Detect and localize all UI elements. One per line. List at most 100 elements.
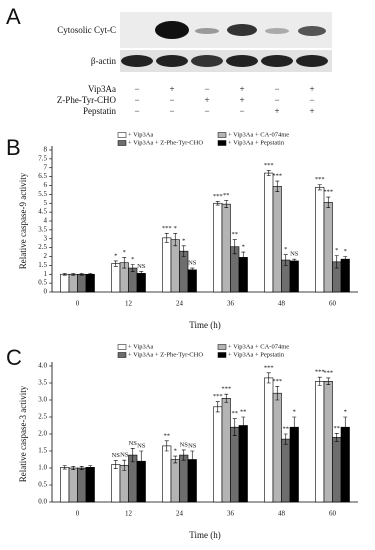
significance-label: NS: [188, 442, 197, 449]
x-tick-label: 24: [176, 510, 184, 518]
legend-label: + Vip3Aa + Z-Phe-Tyr-CHO: [128, 351, 203, 358]
error-bar: [164, 440, 169, 452]
y-tick-label: 0: [44, 288, 48, 296]
bar: [85, 273, 95, 293]
x-tick-label: 0: [76, 510, 80, 518]
legend-label: + Vip3Aa + Z-Phe-Tyr-CHO: [128, 139, 203, 146]
error-bar: [215, 201, 220, 206]
y-tick-label: 1: [44, 270, 48, 278]
bar: [221, 203, 231, 293]
y-tick-label: 4.0: [38, 362, 47, 370]
legend-swatch: [217, 132, 227, 138]
blot-band: [265, 28, 289, 34]
significance-label: ***: [213, 193, 223, 200]
y-tick-label: 3: [44, 234, 48, 242]
bar: [170, 239, 180, 293]
bar: [264, 377, 274, 503]
error-bar: [62, 273, 67, 276]
bar: [85, 467, 95, 503]
significance-label: ***: [272, 378, 282, 385]
y-tick-label: 6: [44, 181, 48, 189]
treatment-sign: −: [134, 95, 139, 105]
bar: [170, 459, 180, 503]
y-tick-label: 3.0: [38, 396, 47, 404]
x-tick-label: 48: [278, 300, 286, 308]
significance-label: *: [174, 448, 177, 455]
panel-letter: A: [6, 4, 21, 29]
y-tick-label: 7.5: [38, 154, 47, 162]
legend-swatch: [117, 132, 127, 138]
y-tick-label: 2: [44, 252, 48, 260]
legend-label: + Vip3Aa + CA-074me: [228, 131, 289, 138]
y-tick-label: 5.5: [38, 190, 47, 198]
blot-band: [227, 24, 257, 36]
bar: [187, 269, 197, 293]
significance-label: ***: [323, 369, 333, 376]
error-bar: [122, 459, 127, 471]
y-tick-label: 2.5: [38, 243, 47, 251]
error-bar: [173, 455, 178, 464]
error-bar: [317, 376, 322, 386]
bar: [238, 425, 248, 503]
bar: [340, 426, 350, 503]
x-tick-label: 12: [125, 510, 133, 518]
bar: [111, 464, 121, 503]
error-bar: [283, 254, 288, 266]
x-axis-label: Time (h): [189, 320, 220, 330]
error-bar: [139, 271, 144, 276]
significance-label: ***: [264, 364, 274, 371]
significance-label: NS: [180, 441, 189, 448]
significance-label: NS: [290, 251, 299, 258]
error-bar: [113, 260, 118, 267]
treatment-sign: +: [204, 95, 209, 105]
error-bar: [292, 416, 297, 438]
legend-label: + Vip3Aa: [128, 343, 153, 350]
chart: B00.511.522.533.544.555.566.577.58Relati…: [6, 131, 358, 330]
panel-letter: C: [6, 345, 22, 370]
error-bar: [326, 196, 331, 208]
blot-band: [226, 55, 258, 67]
bar: [77, 467, 87, 503]
significance-label: **: [232, 231, 239, 238]
error-bar: [232, 418, 237, 436]
blot-band: [156, 55, 188, 67]
bar: [340, 258, 350, 293]
y-tick-label: 0.5: [38, 481, 47, 489]
treatment-sign: +: [274, 106, 279, 116]
significance-label: NS: [112, 452, 121, 459]
significance-label: ***: [315, 176, 325, 183]
significance-label: *: [123, 249, 126, 256]
x-tick-label: 60: [329, 300, 337, 308]
bar: [281, 438, 291, 503]
error-bar: [190, 450, 195, 469]
y-tick-label: 3.5: [38, 225, 47, 233]
significance-label: **: [240, 408, 247, 415]
error-bar: [181, 449, 186, 461]
significance-label: *: [174, 225, 177, 232]
treatment-sign: +: [239, 84, 244, 94]
error-bar: [122, 257, 127, 269]
bar: [332, 437, 342, 503]
legend-label: + Vip3Aa + Pepstatin: [228, 351, 285, 358]
y-tick-label: 4: [44, 217, 48, 225]
error-bar: [283, 433, 288, 445]
significance-label: NS: [129, 440, 138, 447]
error-bar: [113, 460, 118, 469]
treatment-sign: −: [169, 106, 174, 116]
legend-label: + Vip3Aa: [128, 131, 153, 138]
bar: [272, 392, 282, 503]
y-tick-label: 7: [44, 163, 48, 171]
legend-swatch: [217, 140, 227, 146]
significance-label: *: [242, 244, 245, 251]
y-tick-label: 0.0: [38, 498, 47, 506]
significance-label: ***: [323, 189, 333, 196]
error-bar: [173, 233, 178, 247]
error-bar: [88, 465, 93, 470]
bar: [60, 273, 70, 293]
error-bar: [334, 255, 339, 269]
treatment-sign: −: [309, 95, 314, 105]
y-tick-label: 1.0: [38, 464, 47, 472]
error-bar: [232, 239, 237, 255]
error-bar: [224, 200, 229, 208]
significance-label: **: [164, 432, 171, 439]
